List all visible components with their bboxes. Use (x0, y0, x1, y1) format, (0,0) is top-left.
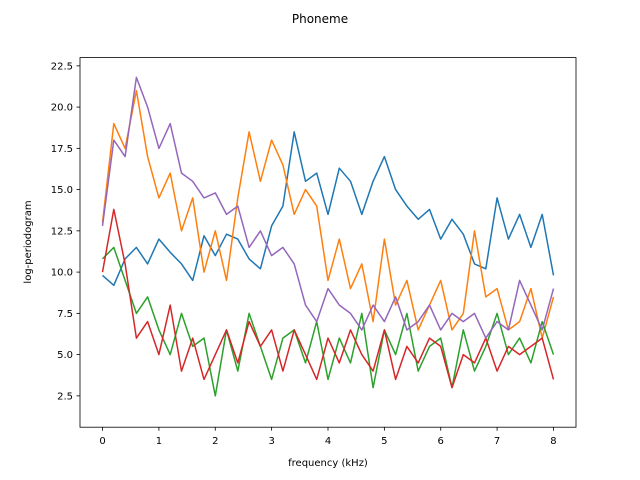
x-tick-label: 7 (494, 436, 500, 447)
y-tick-label: 17.5 (51, 144, 73, 155)
line-series-2 (101, 89, 555, 339)
y-axis-label: log-periodogram (23, 200, 34, 283)
x-tick-label: 1 (156, 436, 162, 447)
line-series-4 (101, 208, 555, 389)
x-axis-label: frequency (kHz) (288, 458, 368, 469)
x-tick-label: 6 (438, 436, 444, 447)
line-series-5 (101, 76, 555, 339)
x-tick-label: 0 (99, 436, 105, 447)
x-tick-label: 4 (325, 436, 331, 447)
plot-lines (101, 76, 555, 397)
x-axis: 0 1 2 3 4 5 6 7 8 (99, 427, 557, 447)
y-tick-label: 10.0 (51, 268, 73, 279)
x-tick-label: 8 (550, 436, 556, 447)
x-tick-label: 3 (268, 436, 274, 447)
y-tick-label: 22.5 (51, 61, 73, 72)
y-axis: 2.5 5.0 7.5 10.0 12.5 15.0 17.5 20.0 22.5 (51, 61, 80, 402)
line-series-1 (102, 131, 555, 287)
x-tick-label: 2 (212, 436, 218, 447)
y-tick-label: 15.0 (51, 185, 73, 196)
x-tick-label: 5 (381, 436, 387, 447)
y-tick-label: 2.5 (57, 391, 73, 402)
chart-title: Phoneme (292, 12, 348, 26)
y-tick-label: 7.5 (57, 309, 73, 320)
line-series-3 (101, 246, 555, 397)
y-tick-label: 5.0 (57, 350, 73, 361)
y-tick-label: 20.0 (51, 103, 73, 114)
y-tick-label: 12.5 (51, 226, 73, 237)
